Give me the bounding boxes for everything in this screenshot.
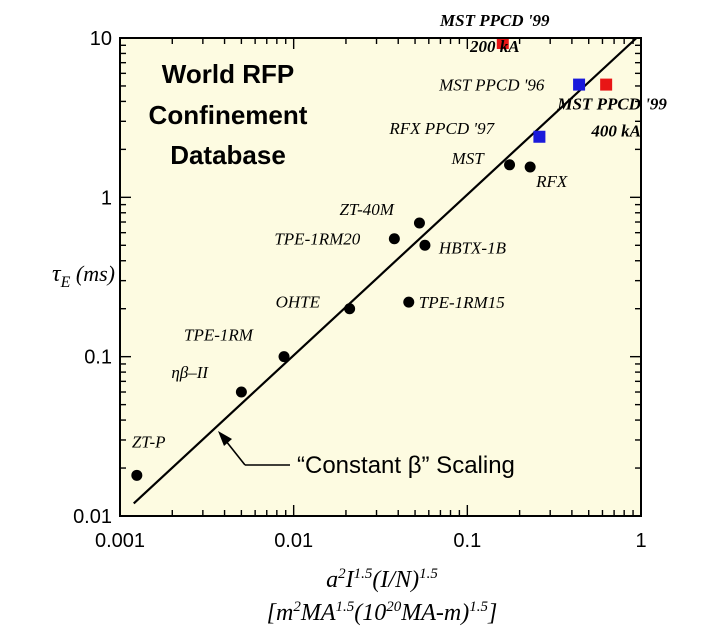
scaling-annotation: “Constant β” Scaling [218, 431, 515, 479]
plot-frame [119, 37, 642, 517]
y-tick-label: 0.01 [73, 506, 112, 528]
x-tick-labels: 0.001 0.01 0.1 1 [95, 530, 647, 552]
data-point [504, 159, 516, 171]
annotation-arrowhead [218, 431, 232, 446]
x-tick-label: 0.1 [453, 530, 481, 552]
point-label: RFX PPCD '97 [388, 119, 495, 138]
data-point [403, 296, 415, 308]
point-label: TPE-1RM15 [419, 293, 505, 312]
y-tick-label: 0.1 [84, 347, 112, 369]
point-label: ZT-P [132, 432, 166, 451]
x-axis-label-line-2: [m2MA1.5(1020MA-m)1.5] [267, 599, 498, 626]
point-labels: ZT-P ηβ–II TPE-1RM OHTE TPE-1RM20 ZT-40M HBTX-… [132, 11, 668, 451]
y-tick-labels: 0.01 0.1 1 10 [73, 28, 112, 528]
y-tick-label: 1 [101, 187, 112, 209]
point-label: OHTE [276, 293, 321, 312]
scaling-label: “Constant β” Scaling [297, 452, 515, 479]
data-point [235, 386, 247, 398]
point-label: MST PPCD '96 [438, 76, 545, 95]
point-label: 400 kA [590, 122, 641, 141]
point-label: RFX [535, 172, 568, 191]
title-line-2: Confinement [149, 100, 308, 130]
title-line-1: World RFP [162, 59, 294, 89]
title-line-3: Database [170, 140, 286, 170]
x-tick-label: 0.01 [274, 530, 313, 552]
data-points [131, 37, 613, 481]
data-point [278, 351, 290, 363]
point-label: TPE-1RM20 [274, 230, 360, 249]
data-point [131, 469, 143, 481]
y-tick-label: 10 [90, 28, 112, 50]
data-point [388, 233, 400, 245]
point-label: HBTX-1B [438, 238, 507, 257]
y-axis-label: τE (ms) [52, 261, 115, 291]
data-point [524, 161, 536, 173]
x-tick-label: 1 [635, 530, 646, 552]
point-label: MST [451, 149, 486, 168]
x-axis-label: a2I1.5(I/N)1.5 [m2MA1.5(1020MA-m)1.5] [267, 566, 498, 626]
data-point [419, 239, 431, 251]
point-label: 200 kA [469, 37, 520, 56]
x-axis-label-line-1: a2I1.5(I/N)1.5 [326, 566, 438, 593]
data-point [413, 217, 425, 229]
point-label: MST PPCD '99 [439, 11, 550, 30]
point-label: ZT-40M [339, 200, 394, 219]
data-point [600, 78, 613, 91]
x-tick-label: 0.001 [95, 530, 145, 552]
data-point [344, 303, 356, 315]
point-label: ηβ–II [171, 363, 209, 382]
data-point [496, 37, 509, 50]
point-label: TPE-1RM [184, 326, 254, 345]
y-axis-label-text: τE (ms) [52, 261, 115, 291]
point-label: MST PPCD '99 [556, 95, 667, 114]
data-point [573, 78, 586, 91]
data-point [533, 130, 546, 143]
chart-title: World RFP Confinement Database [149, 59, 308, 170]
scaling-line [133, 37, 638, 505]
